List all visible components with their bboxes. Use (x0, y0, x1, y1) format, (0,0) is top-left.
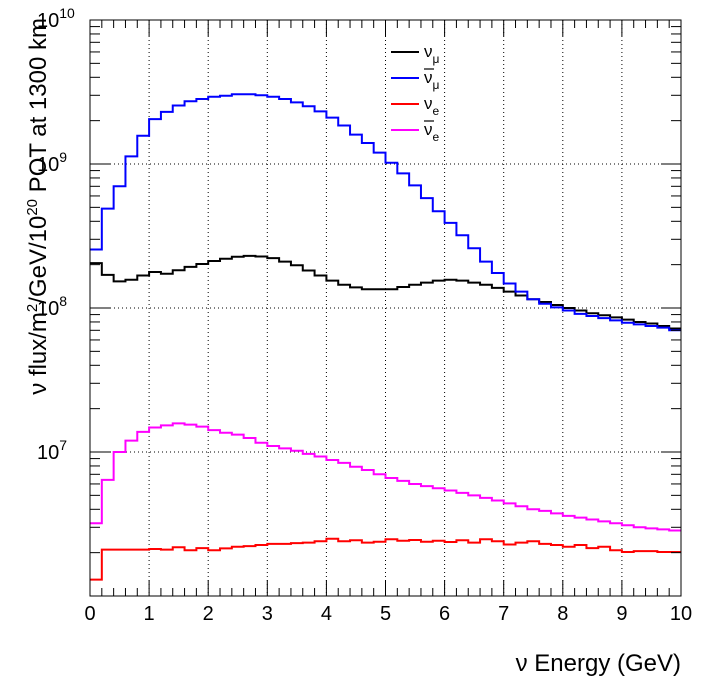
series-group (90, 93, 681, 581)
series-line-ν̄_μ (90, 93, 681, 332)
x-axis-title: ν Energy (GeV) (516, 650, 681, 677)
y-axis-title: ν flux/m2/GeV/1020 POT at 1300 km (24, 18, 52, 395)
x-tick-label: 10 (670, 603, 692, 625)
legend-label: νe (424, 94, 440, 118)
y-tick-label: 108 (37, 293, 67, 320)
y-tick-label: 1010 (37, 5, 75, 32)
x-tick-label: 9 (616, 603, 627, 625)
grid (90, 20, 681, 596)
legend-label: νμ (424, 68, 440, 92)
x-tick-label: 0 (84, 603, 95, 625)
x-tick-label: 7 (498, 603, 509, 625)
x-tick-label: 6 (439, 603, 450, 625)
series-line-ν_e (90, 537, 681, 581)
x-tick-label: 3 (262, 603, 273, 625)
plot-frame (89, 19, 682, 597)
x-tick-label: 2 (203, 603, 214, 625)
legend-label: νμ (424, 42, 440, 66)
series-line-ν̄_e (90, 422, 681, 532)
x-tick-label: 8 (557, 603, 568, 625)
legend-label: νe (424, 120, 440, 144)
series-line-ν_μ (90, 254, 681, 330)
y-tick-label: 109 (37, 149, 67, 176)
x-tick-label: 4 (321, 603, 332, 625)
y-tick-label: 107 (37, 437, 67, 464)
x-tick-label: 5 (380, 603, 391, 625)
axis-ticks: 0 1 2 3 4 5 6 7 8 9 10 107 108 109 1010 (37, 5, 692, 625)
x-tick-label: 1 (144, 603, 155, 625)
